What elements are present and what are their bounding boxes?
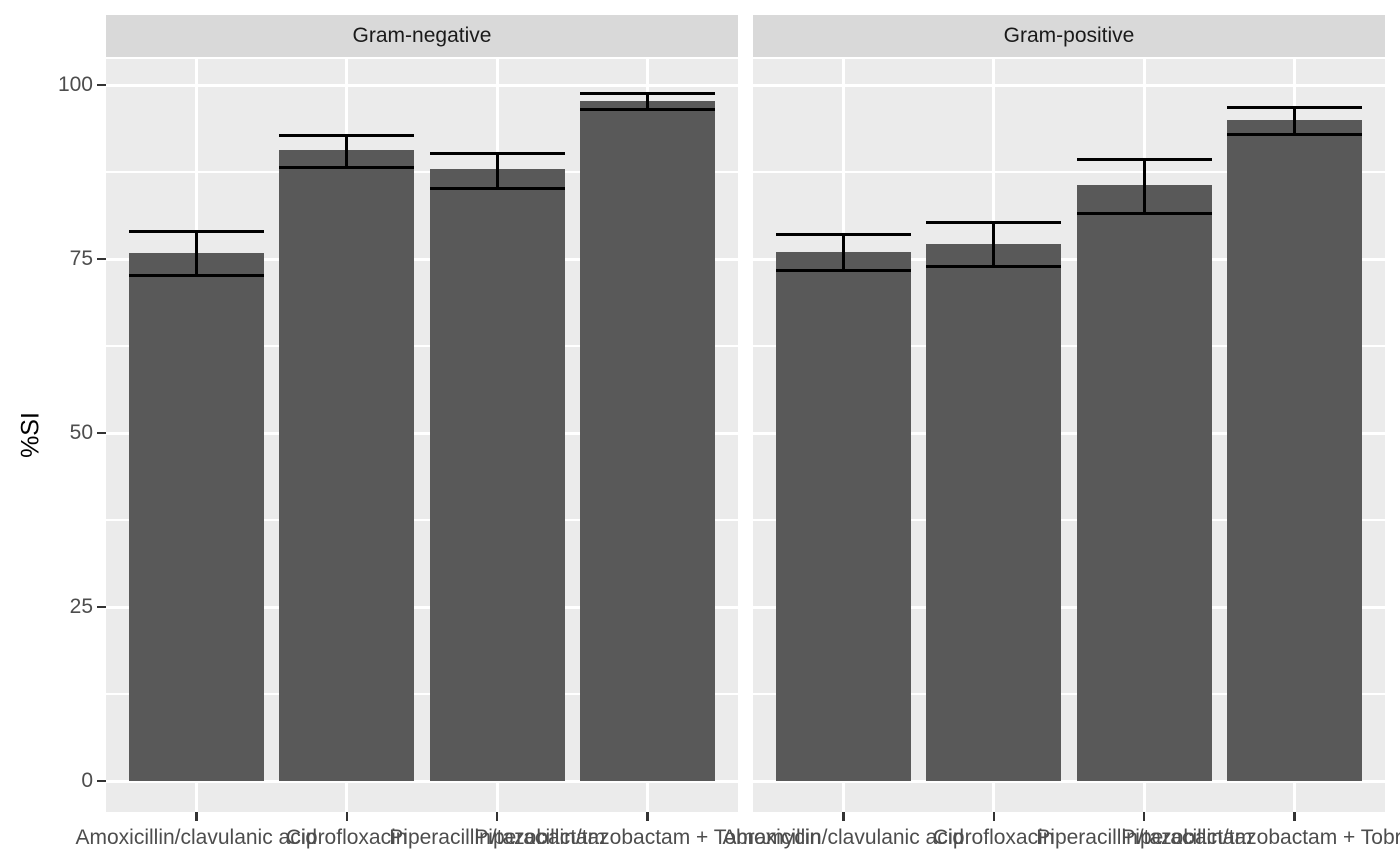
facet-strip-label: Gram-negative [352, 24, 492, 47]
x-tick-mark [195, 812, 198, 821]
errorbar-cap-top [279, 133, 415, 137]
gridline-y-minor [106, 693, 738, 695]
x-tick-label: Amoxicillin/clavulanic acid [722, 826, 965, 849]
gridline-y-minor [753, 693, 1385, 695]
bar [429, 169, 565, 781]
x-tick-label: Ciprofloxacin [286, 826, 408, 849]
errorbar-stem [841, 234, 845, 271]
errorbar-cap-bottom [429, 186, 565, 190]
bar [128, 253, 264, 781]
panel [106, 59, 738, 812]
errorbar-stem [345, 135, 349, 168]
y-tick-mark [97, 83, 106, 87]
errorbar-cap-bottom [279, 165, 415, 169]
gridline-y-minor [106, 171, 738, 173]
errorbar-stem [1293, 107, 1297, 135]
x-tick-mark [646, 812, 649, 821]
errorbar-stem [1142, 159, 1146, 214]
errorbar-cap-bottom [1076, 211, 1212, 215]
y-tick-mark [97, 605, 106, 609]
gridline-y-major [106, 83, 738, 87]
errorbar-stem [992, 222, 996, 267]
errorbar-stem [194, 231, 198, 276]
facet-strip-label: Gram-positive [1003, 24, 1135, 47]
errorbar-cap-bottom [775, 269, 911, 273]
x-tick-label: Piperacillin/tazobactam + Tobramycin [474, 826, 822, 849]
gridline-y-major [106, 605, 738, 609]
y-tick-mark [97, 779, 106, 783]
bar [926, 244, 1062, 781]
x-tick-mark [345, 812, 348, 821]
gridline-y-minor [753, 345, 1385, 347]
y-tick-label: 25 [69, 595, 93, 618]
y-tick-label: 75 [69, 247, 93, 270]
errorbar-cap-top [128, 229, 264, 233]
x-tick-mark [842, 812, 845, 821]
gridline-y-minor [753, 519, 1385, 521]
gridline-y-major [106, 779, 738, 783]
errorbar-cap-top [429, 151, 565, 155]
gridline-y-minor [106, 345, 738, 347]
y-tick-mark [97, 431, 106, 435]
x-tick-mark [495, 812, 499, 821]
x-tick-label: Ciprofloxacin [933, 826, 1055, 849]
panel [753, 59, 1385, 812]
gridline-y-major [106, 257, 738, 261]
gridline-y-major [753, 431, 1385, 435]
facet-strip: Gram-negative [106, 15, 738, 57]
x-tick-label: Amoxicillin/clavulanic acid [75, 826, 318, 849]
y-tick-label: 50 [69, 421, 93, 444]
gridline-y-major [753, 83, 1385, 87]
bar [775, 252, 911, 781]
errorbar-cap-top [1227, 105, 1363, 109]
gridline-y-major [106, 431, 738, 435]
errorbar-cap-top [580, 91, 716, 95]
gridline-y-major [753, 605, 1385, 609]
gridline-y-major [753, 779, 1385, 783]
errorbar-stem [646, 93, 650, 110]
facet-strip: Gram-positive [753, 15, 1385, 57]
y-tick-mark [97, 257, 106, 261]
y-tick-label: 0 [81, 769, 93, 792]
x-tick-label: Piperacillin/tazobactam [1036, 826, 1253, 849]
errorbar-cap-top [775, 233, 911, 237]
errorbar-cap-top [1076, 157, 1212, 161]
y-tick-label: 100 [57, 73, 93, 96]
x-tick-mark [1142, 812, 1146, 821]
bar [580, 101, 716, 781]
errorbar-cap-bottom [128, 274, 264, 278]
errorbar-cap-bottom [926, 265, 1062, 269]
x-tick-mark [1293, 812, 1296, 821]
errorbar-cap-bottom [1227, 132, 1363, 136]
bar [1227, 119, 1363, 781]
gridline-y-minor [106, 519, 738, 521]
bar [279, 150, 415, 781]
errorbar-cap-top [926, 221, 1062, 225]
x-tick-label: Piperacillin/tazobactam + Tobramycin [1121, 826, 1400, 849]
errorbar-stem [495, 153, 499, 188]
errorbar-cap-bottom [580, 107, 716, 111]
bar [1076, 185, 1212, 781]
x-tick-mark [992, 812, 995, 821]
x-tick-label: Piperacillin/tazobactam [389, 826, 606, 849]
gridline-y-major [753, 257, 1385, 261]
gridline-y-minor [753, 171, 1385, 173]
